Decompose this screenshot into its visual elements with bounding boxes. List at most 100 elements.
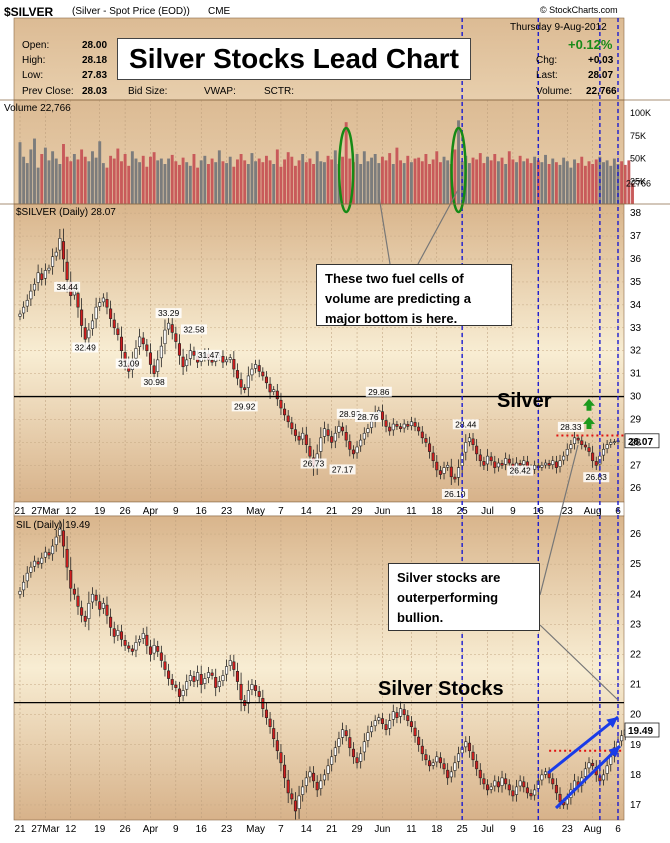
sil-candle <box>348 737 352 749</box>
sil-candle <box>40 557 44 564</box>
volume-bar <box>167 158 171 204</box>
silver-y-tick: 38 <box>630 208 642 219</box>
x-tick-label: 19 <box>94 824 106 835</box>
sil-candle <box>417 736 421 746</box>
sil-candle <box>362 741 366 753</box>
silver-candle <box>210 359 214 363</box>
sil-candle <box>399 708 403 717</box>
sil-candle <box>261 698 265 709</box>
silver-candle <box>58 238 62 251</box>
vwap-label: VWAP: <box>204 86 236 97</box>
volume-bar <box>69 161 73 204</box>
sil-candle <box>235 671 239 682</box>
price-annotation: 34.44 <box>56 282 78 292</box>
sil-candle <box>453 762 457 771</box>
volume-bar <box>399 160 402 204</box>
volume-bar <box>261 162 265 204</box>
silver-candle <box>612 441 616 444</box>
sil-y-tick: 17 <box>630 800 642 811</box>
silver-candle <box>330 436 334 443</box>
volume-bar <box>293 165 297 204</box>
silver-candle <box>438 470 442 475</box>
sil-candle <box>370 726 374 733</box>
sil-candle <box>268 718 272 727</box>
silver-y-tick: 33 <box>630 323 642 334</box>
sil-candle <box>87 602 91 619</box>
volume-bar <box>43 147 47 204</box>
sil-candle <box>148 646 153 655</box>
sil-candle <box>199 674 203 685</box>
silver-candle <box>496 462 500 468</box>
sil-candle <box>80 607 84 616</box>
sil-candle <box>286 779 290 794</box>
volume-bar <box>145 166 149 204</box>
x-tick-label: 7 <box>278 506 284 517</box>
silver-candle <box>254 364 258 369</box>
silver-candle <box>185 359 189 367</box>
volume-bar <box>602 162 605 204</box>
sil-candle <box>529 793 533 797</box>
volume-bar <box>388 153 392 204</box>
symbol: $SILVER <box>4 5 54 19</box>
sil-candle <box>591 762 595 767</box>
silver-candle <box>522 460 526 465</box>
silver-candle <box>551 460 555 465</box>
x-tick-label: 12 <box>65 824 77 835</box>
volume-bar <box>344 122 348 204</box>
volume-bar <box>312 164 316 204</box>
silver-candle <box>558 460 562 467</box>
volume-bar <box>442 156 446 204</box>
silver-candle <box>272 389 276 392</box>
volume-bar <box>395 147 399 204</box>
silver-candle <box>435 461 439 471</box>
sil-candle <box>76 595 80 607</box>
x-tick-label: May <box>246 824 265 835</box>
volume-bar <box>120 161 123 204</box>
silver-candle <box>116 328 120 335</box>
volume-bar <box>569 167 573 204</box>
volume-bar <box>594 159 598 204</box>
silver-candle <box>591 452 595 462</box>
silver-y-tick: 32 <box>630 346 642 357</box>
volume-bar <box>199 160 203 204</box>
price-annotation-bg <box>329 464 356 475</box>
sil-y-tick: 24 <box>630 589 642 600</box>
silver-candle <box>388 426 392 432</box>
sil-candle <box>170 679 174 685</box>
high-value: 28.18 <box>82 55 108 66</box>
exchange: CME <box>208 6 231 17</box>
silver-candle <box>152 365 156 374</box>
volume-bar <box>587 161 591 204</box>
silver-candle <box>119 336 124 352</box>
sil-candle <box>43 551 47 558</box>
silver-candle <box>478 454 482 462</box>
sil-candle <box>380 718 384 724</box>
sil-candle <box>337 738 341 747</box>
sil-candle <box>221 675 225 681</box>
last-label: Last: <box>536 70 558 81</box>
volume-bar <box>141 155 145 204</box>
sil-candle <box>257 691 261 697</box>
volume-bar <box>341 156 345 204</box>
silver-candle <box>366 428 370 433</box>
sil-candle <box>601 774 606 781</box>
volume-bar <box>380 156 384 204</box>
sil-candle <box>406 715 410 721</box>
sil-candle <box>210 672 214 676</box>
volume-bar <box>257 158 261 204</box>
price-annotation-bg <box>180 324 207 335</box>
volume-bar <box>435 151 439 204</box>
sil-candle <box>475 760 479 770</box>
silver-candle <box>507 458 511 464</box>
volume-bar <box>228 156 232 204</box>
sil-candle <box>214 677 218 688</box>
volume-bar <box>65 156 69 204</box>
sil-candle <box>384 724 388 731</box>
x-tick-label: 9 <box>510 506 516 517</box>
sil-candle <box>58 527 62 537</box>
sil-candle <box>185 681 189 690</box>
price-annotation-bg <box>141 377 168 388</box>
volume-bar <box>504 164 508 204</box>
price-annotation-bg <box>195 349 222 360</box>
